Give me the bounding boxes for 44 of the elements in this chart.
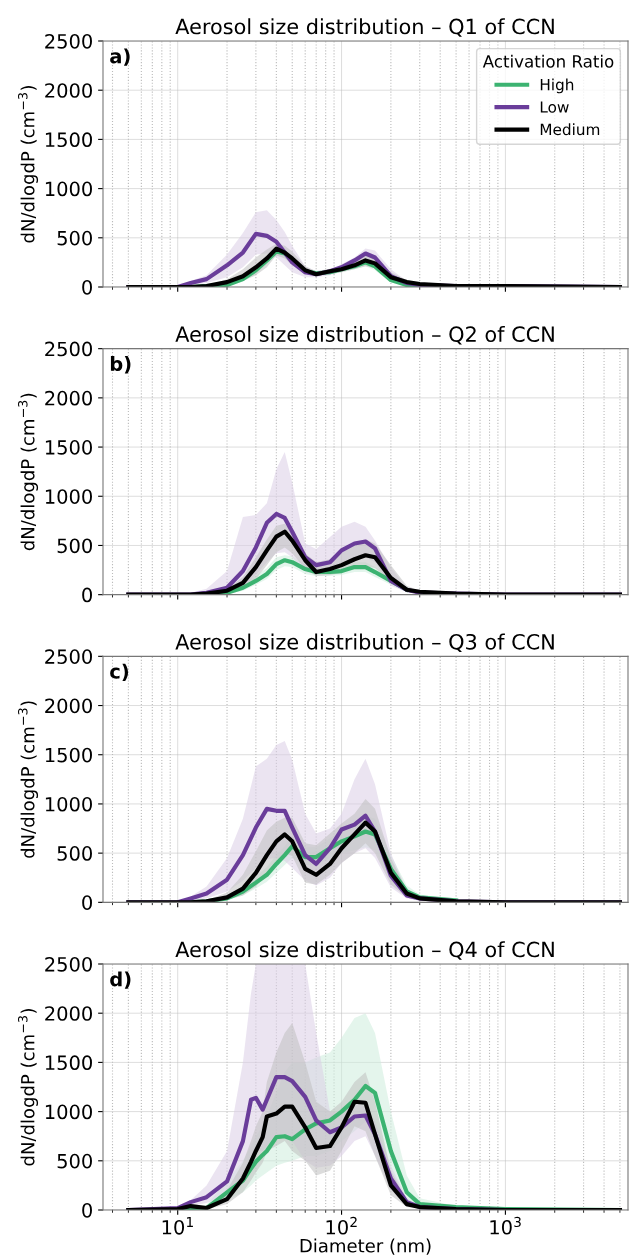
y-tick-label: 1500	[45, 132, 92, 148]
y-tick-label: 1000	[45, 1104, 92, 1120]
legend-label: Low	[540, 101, 569, 113]
y-axis-title: dN/dlogdP (cm$^{−3}$)	[18, 1009, 39, 1166]
chart-title: Aerosol size distribution – Q2 of CCN	[175, 325, 554, 345]
y-tick-label: 500	[57, 230, 92, 246]
legend-label: Medium	[540, 123, 600, 136]
annotation: a)	[110, 48, 130, 66]
y-tick-label: 500	[57, 1153, 92, 1169]
chart-title: Aerosol size distribution – Q4 of CCN	[175, 941, 554, 960]
x-tick-label: 10$^{3}$	[490, 1216, 521, 1235]
y-tick-label: 2500	[45, 33, 92, 49]
y-tick-label: 2500	[45, 956, 92, 972]
y-tick-label: 2000	[45, 698, 92, 714]
x-tick-label: 10$^{1}$	[162, 1217, 193, 1235]
x-tick-label: 10$^{2}$	[326, 1216, 357, 1235]
legend-label: High	[540, 78, 574, 94]
y-tick-label: 0	[82, 1202, 92, 1218]
x-axis-title: Diameter (nm)	[300, 1238, 431, 1255]
chart-title: Aerosol size distribution – Q1 of CCN	[175, 18, 554, 37]
y-tick-label: 1000	[45, 489, 92, 504]
y-tick-label: 1500	[45, 440, 92, 455]
y-tick-label: 2500	[45, 341, 92, 357]
y-tick-label: 2000	[45, 390, 92, 406]
y-tick-label: 1000	[45, 796, 92, 812]
y-axis-title: dN/dlogdP (cm$^{−3}$)	[18, 701, 39, 858]
y-axis-title: dN/dlogdP (cm$^{−3}$)	[18, 393, 39, 551]
y-tick-label: 1500	[45, 747, 92, 763]
y-tick-label: 0	[82, 279, 92, 295]
y-axis-title: dN/dlogdP (cm$^{−3}$)	[18, 86, 39, 243]
annotation: d)	[110, 971, 131, 989]
y-tick-label: 2500	[45, 649, 92, 664]
y-tick-label: 1500	[45, 1055, 92, 1071]
chart-title: Aerosol size distribution – Q3 of CCN	[175, 633, 554, 653]
y-tick-label: 500	[57, 846, 92, 861]
annotation: c)	[110, 663, 129, 682]
y-tick-label: 0	[82, 895, 92, 910]
y-tick-label: 500	[57, 538, 92, 554]
y-tick-label: 2000	[45, 1006, 92, 1021]
y-tick-label: 0	[82, 587, 92, 603]
y-tick-label: 1000	[45, 181, 92, 197]
annotation: b)	[110, 356, 131, 374]
y-tick-label: 2000	[45, 83, 92, 98]
legend-title: Activation Ratio	[482, 54, 614, 68]
